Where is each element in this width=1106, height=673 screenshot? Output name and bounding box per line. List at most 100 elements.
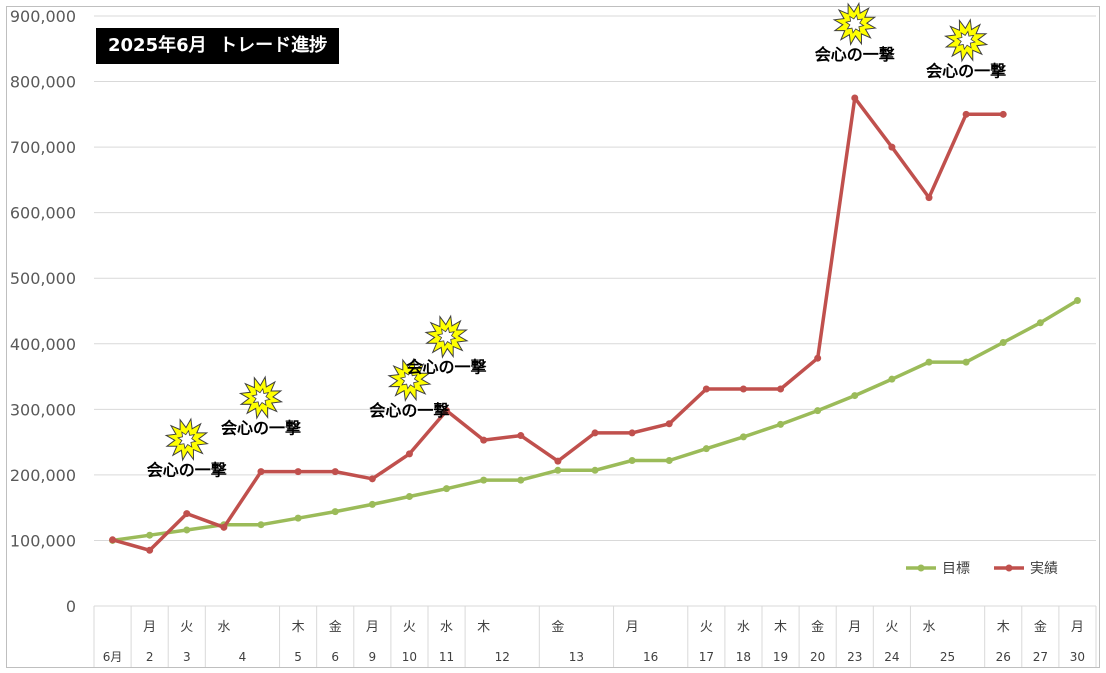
weekday-label: 金	[551, 619, 564, 635]
day-label: 5	[294, 650, 302, 664]
chart-title: 2025年6月 トレード進捗	[96, 28, 340, 64]
burst-icon	[387, 357, 432, 403]
weekday-label: 月	[143, 620, 156, 635]
data-point	[257, 468, 265, 476]
data-point	[999, 338, 1007, 346]
day-label: 6	[331, 650, 339, 664]
data-point	[109, 536, 117, 544]
data-point	[220, 523, 228, 531]
data-point	[443, 407, 451, 415]
day-label: 2	[146, 650, 154, 664]
weekday-label: 月	[848, 620, 861, 635]
day-label: 9	[369, 650, 377, 664]
data-point	[183, 510, 191, 518]
data-point	[665, 420, 673, 428]
data-point	[814, 354, 822, 362]
weekday-label: 木	[292, 620, 305, 635]
weekday-label: 火	[700, 620, 713, 635]
data-point	[368, 475, 376, 483]
data-point	[331, 508, 339, 516]
day-label: 4	[239, 650, 247, 664]
annotation-label: 会心の一撃	[926, 61, 1006, 80]
data-point	[739, 385, 747, 393]
data-point	[777, 420, 785, 428]
day-label: 19	[773, 650, 788, 664]
day-label: 11	[439, 650, 454, 664]
data-point	[1073, 297, 1081, 305]
annotation-label: 会心の一撃	[221, 419, 301, 438]
day-label: 17	[699, 650, 714, 664]
weekday-label: 水	[737, 620, 750, 635]
data-point	[183, 526, 191, 534]
y-tick-label: 700,000	[10, 138, 76, 157]
data-point	[628, 456, 636, 464]
data-point	[962, 358, 970, 366]
day-label: 20	[810, 650, 825, 664]
data-point	[480, 476, 488, 484]
data-point	[814, 407, 822, 415]
weekday-label: 金	[329, 619, 342, 635]
data-point	[257, 521, 265, 529]
y-tick-label: 900,000	[10, 7, 76, 26]
data-point	[777, 385, 785, 393]
legend-label: 実績	[1030, 561, 1058, 577]
burst-icon	[832, 1, 877, 47]
weekday-label: 月	[1071, 620, 1084, 635]
series-line	[112, 96, 1004, 553]
data-point	[405, 450, 413, 458]
data-point	[294, 468, 302, 476]
day-label: 27	[1033, 650, 1048, 664]
data-point	[888, 143, 896, 151]
weekday-label: 金	[1034, 619, 1047, 635]
y-tick-label: 200,000	[10, 466, 76, 485]
annotation-label: 会心の一撃	[369, 401, 449, 420]
weekday-label: 木	[477, 620, 490, 635]
weekday-label: 木	[774, 620, 787, 635]
data-point	[628, 429, 636, 437]
data-point	[665, 456, 673, 464]
weekday-label: 金	[811, 619, 824, 635]
data-point	[702, 445, 710, 453]
data-point	[405, 493, 413, 501]
data-point	[739, 433, 747, 441]
data-point	[999, 110, 1007, 118]
data-point	[702, 385, 710, 393]
weekday-label: 月	[626, 620, 639, 635]
day-label: 3	[183, 650, 191, 664]
day-label: 18	[736, 650, 751, 664]
y-tick-label: 0	[66, 597, 76, 616]
weekday-label: 火	[180, 620, 193, 635]
burst-icon	[424, 314, 469, 359]
data-point	[888, 375, 896, 383]
annotation-label: 会心の一撃	[407, 358, 487, 377]
weekday-label: 水	[440, 620, 453, 635]
data-point	[146, 546, 154, 554]
y-tick-label: 300,000	[10, 400, 76, 419]
data-point	[517, 432, 525, 440]
day-label: 25	[940, 650, 955, 664]
data-point	[554, 457, 562, 465]
data-point	[146, 531, 154, 539]
data-point	[443, 485, 451, 493]
data-point	[554, 466, 562, 474]
data-point	[331, 468, 339, 476]
day-label: 30	[1070, 650, 1085, 664]
y-tick-label: 400,000	[10, 335, 76, 354]
y-tick-label: 800,000	[10, 73, 76, 92]
day-label: 6月	[103, 650, 123, 664]
chart-frame	[6, 6, 1100, 668]
data-point	[962, 110, 970, 118]
burst-icon	[943, 18, 989, 63]
legend-marker	[1005, 564, 1013, 572]
day-label: 26	[996, 650, 1011, 664]
data-point	[591, 429, 599, 437]
y-tick-label: 500,000	[10, 269, 76, 288]
day-label: 24	[884, 650, 899, 664]
annotation-label: 会心の一撃	[815, 45, 895, 64]
weekday-label: 火	[403, 620, 416, 635]
annotation-label: 会心の一撃	[147, 461, 227, 480]
data-point	[517, 476, 525, 484]
legend-label: 目標	[942, 561, 970, 577]
day-label: 10	[402, 650, 417, 664]
weekday-label: 水	[922, 620, 935, 635]
